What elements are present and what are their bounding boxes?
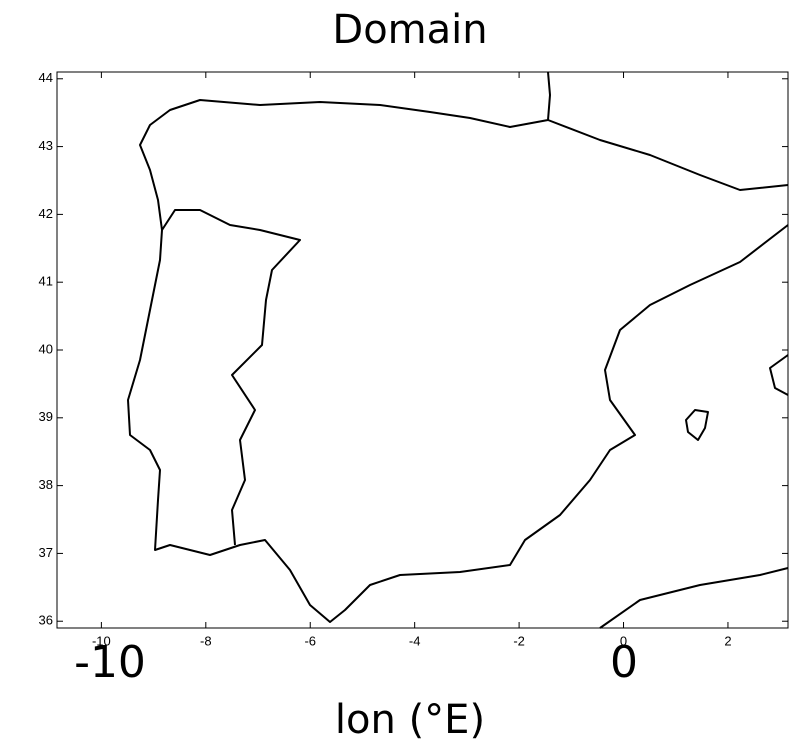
y-tick-label: 42	[39, 206, 53, 221]
x-tick-label: -4	[409, 633, 421, 648]
y-tick-label: 41	[39, 274, 53, 289]
y-tick-label: 38	[39, 477, 53, 492]
x-tick-label: 2	[724, 633, 731, 648]
y-tick-label: 37	[39, 545, 53, 560]
annotation: -10	[74, 637, 146, 688]
chart-title: Domain	[332, 7, 487, 53]
x-tick-label: -2	[513, 633, 525, 648]
x-tick-label: -8	[200, 633, 212, 648]
y-tick-label: 36	[39, 613, 53, 628]
x-axis-label: lon (°E)	[335, 697, 485, 743]
y-tick-label: 39	[39, 409, 53, 424]
y-tick-label: 44	[39, 70, 53, 85]
coastline	[127, 71, 789, 629]
annotation: 0	[610, 637, 638, 688]
y-tick-label: 40	[39, 341, 53, 356]
iberia-coast	[127, 71, 789, 623]
africa-coast	[599, 567, 789, 629]
menorca	[769, 354, 789, 396]
mallorca	[685, 409, 709, 441]
x-tick-label: -10	[92, 633, 111, 648]
portugal-border	[161, 209, 301, 546]
cantabrian-coast	[547, 119, 789, 191]
x-tick-label: -6	[304, 633, 316, 648]
y-tick-label: 43	[39, 138, 53, 153]
x-tick-label: 0	[620, 633, 627, 648]
plot-frame	[56, 71, 789, 629]
